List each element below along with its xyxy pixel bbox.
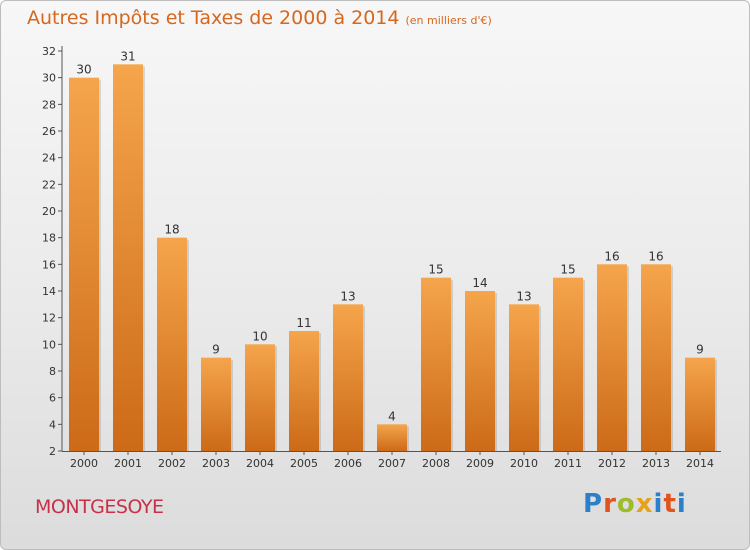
y-tick-label: 30 — [42, 72, 56, 85]
x-tick-label: 2010 — [510, 457, 538, 470]
y-tick-label: 14 — [42, 285, 56, 298]
y-tick-label: 10 — [42, 338, 56, 351]
x-tick-label: 2000 — [70, 457, 98, 470]
x-tick-label: 2003 — [202, 457, 230, 470]
y-tick-label: 16 — [42, 258, 56, 271]
bar — [245, 344, 275, 451]
x-tick-label: 2009 — [466, 457, 494, 470]
y-tick-label: 8 — [49, 365, 56, 378]
y-tick-label: 6 — [49, 392, 56, 405]
y-tick-label: 2 — [49, 445, 56, 458]
bar-value-label: 31 — [120, 49, 135, 63]
bar — [157, 237, 187, 451]
chart-title-text: Autres Impôts et Taxes de 2000 à 2014 — [27, 7, 400, 29]
bar-value-label: 10 — [252, 329, 267, 343]
bar — [641, 264, 671, 451]
bar — [465, 291, 495, 451]
bar-value-label: 9 — [696, 343, 704, 357]
x-tick-label: 2006 — [334, 457, 362, 470]
bar — [333, 304, 363, 451]
bar — [201, 357, 231, 451]
bar-value-label: 15 — [428, 263, 443, 277]
commune-name: MONTGESOYE — [35, 496, 164, 518]
bar — [685, 357, 715, 451]
bar-value-label: 16 — [648, 249, 663, 263]
x-tick-label: 2012 — [598, 457, 626, 470]
bar-value-label: 30 — [76, 63, 91, 77]
bar-value-label: 14 — [472, 276, 487, 290]
y-tick-label: 12 — [42, 312, 56, 325]
chart-title: Autres Impôts et Taxes de 2000 à 2014 (en… — [27, 7, 492, 29]
x-tick-label: 2004 — [246, 457, 274, 470]
y-tick-label: 26 — [42, 125, 56, 138]
x-tick-label: 2013 — [642, 457, 670, 470]
bar-value-label: 11 — [296, 316, 311, 330]
x-tick-label: 2014 — [686, 457, 714, 470]
bar — [597, 264, 627, 451]
bar — [289, 331, 319, 451]
bar-value-label: 9 — [212, 343, 220, 357]
bar — [421, 277, 451, 451]
y-tick-label: 4 — [49, 418, 56, 431]
bar-value-label: 4 — [388, 409, 396, 423]
x-tick-label: 2002 — [158, 457, 186, 470]
bar — [69, 77, 99, 452]
bar — [509, 304, 539, 451]
y-tick-label: 20 — [42, 205, 56, 218]
x-tick-label: 2011 — [554, 457, 582, 470]
x-tick-label: 2008 — [422, 457, 450, 470]
bar-value-label: 13 — [516, 289, 531, 303]
y-tick-label: 24 — [42, 152, 56, 165]
proxiti-logo: Proxiti — [583, 489, 687, 519]
chart-unit: (en milliers d'€) — [405, 14, 492, 27]
bar — [553, 277, 583, 451]
bar — [377, 424, 407, 451]
bar — [113, 64, 143, 452]
bar-value-label: 18 — [164, 223, 179, 237]
bar-value-label: 13 — [340, 289, 355, 303]
x-tick-label: 2005 — [290, 457, 318, 470]
y-tick-label: 22 — [42, 178, 56, 191]
y-tick-label: 32 — [42, 45, 56, 58]
bar-value-label: 16 — [604, 249, 619, 263]
x-tick-label: 2001 — [114, 457, 142, 470]
x-tick-label: 2007 — [378, 457, 406, 470]
bar-value-label: 15 — [560, 263, 575, 277]
y-tick-label: 18 — [42, 232, 56, 245]
y-tick-label: 28 — [42, 98, 56, 111]
